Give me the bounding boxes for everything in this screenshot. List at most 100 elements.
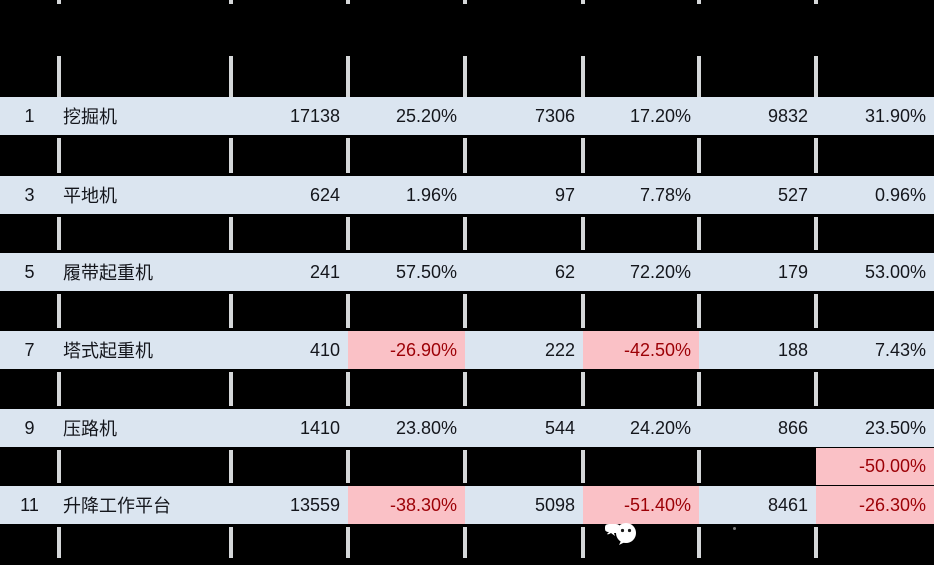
gridline-tick (346, 294, 350, 328)
wechat-icon (601, 521, 641, 552)
gridline-tick (346, 138, 350, 173)
cell-row-number[interactable]: 5 (24, 261, 35, 282)
gridline-tick (581, 294, 585, 328)
table-row: 7 塔式起重机 410 -26.90% 222 -42.50% 188 7.43… (0, 331, 934, 369)
gridline-tick (463, 450, 467, 483)
gridline-tick (814, 0, 818, 4)
cell-machine-name[interactable]: 压路机 (63, 419, 117, 439)
gridline-tick (814, 217, 818, 250)
cell-value[interactable]: 13559 (289, 494, 340, 515)
cell-value[interactable]: 8461 (767, 494, 808, 515)
cell-percent[interactable]: 72.20% (629, 261, 691, 282)
cell-percent[interactable]: 31.90% (864, 105, 926, 126)
cell-row-number[interactable]: 9 (24, 417, 35, 438)
gridline-tick (229, 450, 233, 483)
table-row: 1 挖掘机 17138 25.20% 7306 17.20% 9832 31.9… (0, 97, 934, 135)
gridline-tick (57, 294, 61, 328)
cell-percent[interactable]: 24.20% (629, 417, 691, 438)
gridline-tick (697, 56, 701, 97)
gridline-tick (463, 56, 467, 97)
gridline-tick (346, 527, 350, 558)
gridline-tick (463, 0, 467, 4)
gridline-tick (229, 527, 233, 558)
cell-machine-name[interactable]: 塔式起重机 (63, 341, 153, 361)
cell-value[interactable]: 7306 (534, 105, 575, 126)
gridline-tick (814, 372, 818, 406)
gridline-tick (346, 56, 350, 97)
cell-row-number[interactable]: 7 (24, 339, 35, 360)
cell-row-number[interactable]: 1 (24, 105, 35, 126)
cell-row-number[interactable]: 3 (24, 184, 35, 205)
gridline-tick (229, 0, 233, 4)
gridline-tick (581, 138, 585, 173)
cell-value[interactable]: 188 (777, 339, 808, 360)
gridline-tick (346, 0, 350, 4)
gridline-tick (463, 217, 467, 250)
gridline-tick (57, 527, 61, 558)
cell-value[interactable]: 410 (309, 339, 340, 360)
cell-percent[interactable]: 23.50% (864, 417, 926, 438)
cell-value[interactable]: 97 (554, 184, 575, 205)
gridline-tick (463, 372, 467, 406)
cell-percent[interactable]: 7.78% (639, 184, 691, 205)
gridline-tick (581, 372, 585, 406)
gridline-tick (346, 450, 350, 483)
gridline-band-top-edge (0, 0, 934, 4)
cell-percent-negative[interactable]: -38.30% (348, 486, 465, 524)
cell-machine-name[interactable]: 挖掘机 (63, 107, 117, 127)
cell-value[interactable]: 5098 (534, 494, 575, 515)
cell-machine-name[interactable]: 履带起重机 (63, 263, 153, 283)
gridline-tick (229, 56, 233, 97)
gridline-band (0, 450, 934, 483)
gridline-tick (229, 217, 233, 250)
gridline-tick (229, 372, 233, 406)
cell-value[interactable]: 179 (777, 261, 808, 282)
gridline-tick (463, 138, 467, 173)
gridline-tick (57, 138, 61, 173)
cell-percent[interactable]: 23.80% (395, 417, 457, 438)
table-row: 3 平地机 624 1.96% 97 7.78% 527 0.96% (0, 176, 934, 214)
cell-percent[interactable]: 53.00% (864, 261, 926, 282)
gridline-tick (581, 527, 585, 558)
cell-value[interactable]: 1410 (299, 417, 340, 438)
cell-value[interactable]: 222 (544, 339, 575, 360)
gridline-band (0, 217, 934, 250)
cell-value[interactable]: 17138 (289, 105, 340, 126)
cell-value[interactable]: 9832 (767, 105, 808, 126)
cell-value[interactable]: 62 (554, 261, 575, 282)
cell-percent[interactable]: 7.43% (874, 339, 926, 360)
gridline-tick (229, 138, 233, 173)
cell-value[interactable]: 527 (777, 184, 808, 205)
cell-value[interactable]: 624 (309, 184, 340, 205)
cell-value[interactable]: 544 (544, 417, 575, 438)
cell-percent-negative[interactable]: -42.50% (583, 331, 699, 369)
gridline-tick (346, 217, 350, 250)
gridline-tick (57, 0, 61, 4)
gridline-tick (697, 294, 701, 328)
cell-row-number[interactable]: 11 (20, 494, 39, 515)
gridline-tick (581, 217, 585, 250)
gridline-tick (463, 527, 467, 558)
cell-machine-name[interactable]: 平地机 (63, 186, 117, 206)
cell-percent[interactable]: 0.96% (874, 184, 926, 205)
cell-percent[interactable]: 57.50% (395, 261, 457, 282)
gridline-band (0, 372, 934, 406)
gridline-tick (346, 372, 350, 406)
cell-partial-negative[interactable]: -50.00% (816, 448, 934, 485)
gridline-tick (581, 450, 585, 483)
gridline-tick (57, 450, 61, 483)
gridline-tick (814, 294, 818, 328)
gridline-tick (697, 0, 701, 4)
cell-percent-negative[interactable]: -26.90% (348, 331, 465, 369)
cell-machine-name[interactable]: 升降工作平台 (63, 496, 171, 516)
cell-percent[interactable]: 1.96% (405, 184, 457, 205)
cell-value[interactable]: 866 (777, 417, 808, 438)
cell-percent[interactable]: 25.20% (395, 105, 457, 126)
cell-value[interactable]: 241 (309, 261, 340, 282)
cell-percent-negative[interactable]: -51.40% (583, 486, 699, 524)
gridline-band (0, 56, 934, 97)
gridline-tick (697, 217, 701, 250)
cell-percent[interactable]: 17.20% (629, 105, 691, 126)
cell-percent-negative[interactable]: -26.30% (816, 486, 934, 524)
table-row: 9 压路机 1410 23.80% 544 24.20% 866 23.50% (0, 409, 934, 447)
